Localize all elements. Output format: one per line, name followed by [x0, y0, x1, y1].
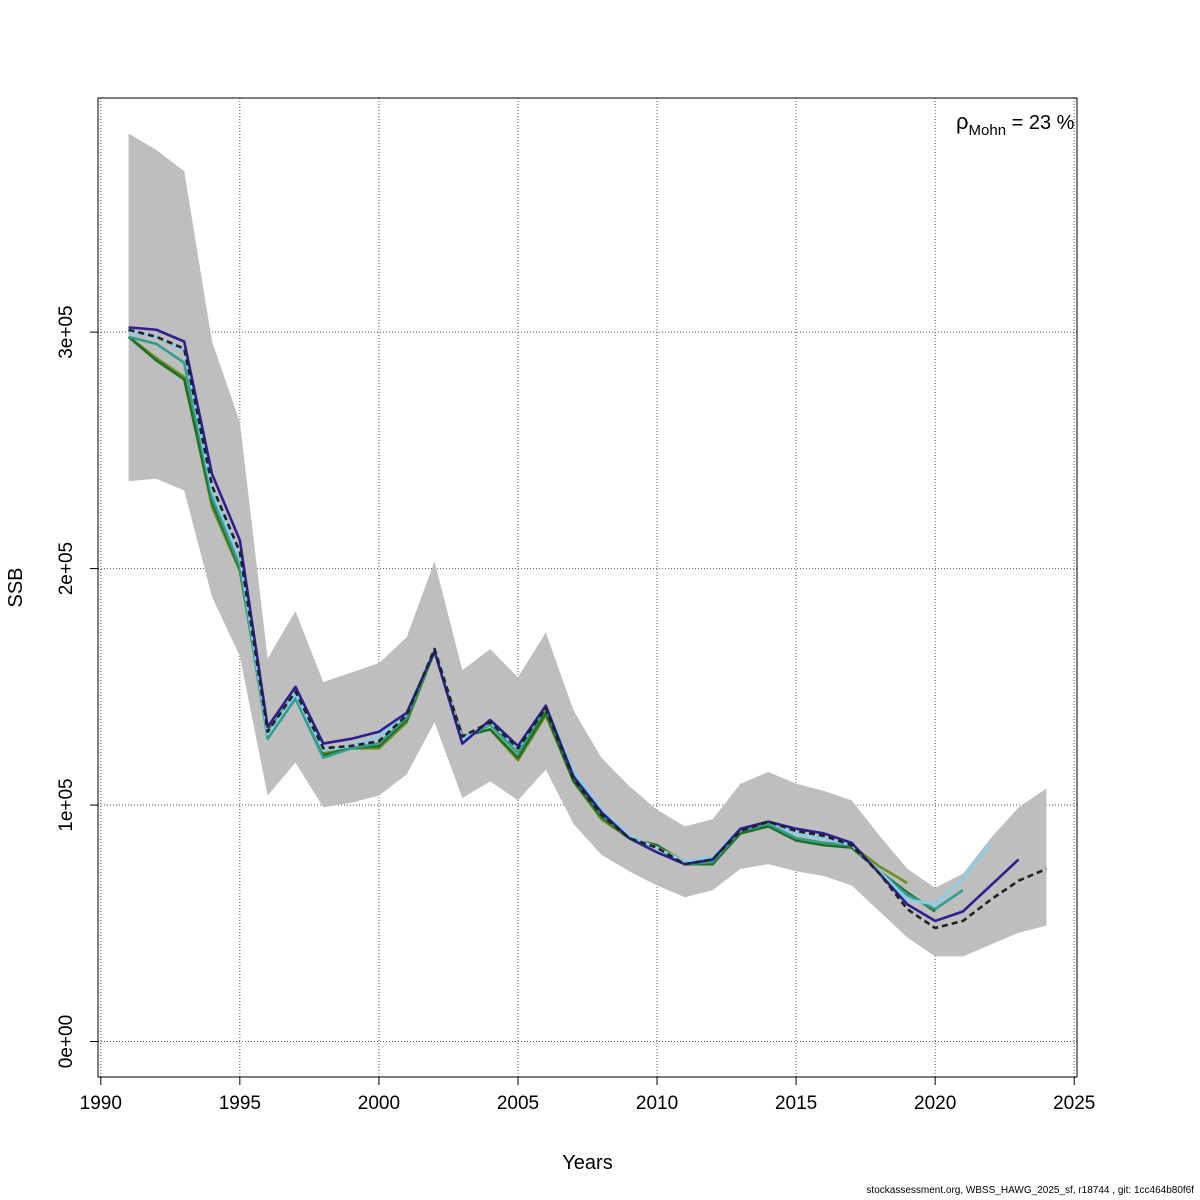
- y-tick-label: 3e+05: [56, 305, 77, 358]
- y-axis-title: SSB: [5, 567, 27, 607]
- x-axis: 1990 1995 2000 2005 2010 2015 2020 2025: [80, 1076, 1095, 1114]
- rho-subscript: Mohn: [969, 122, 1007, 139]
- x-tick-label: 1995: [219, 1093, 261, 1114]
- confidence-band: [128, 133, 1047, 957]
- x-tick-label: 1990: [80, 1093, 122, 1114]
- y-axis: 0e+00 1e+05 2e+05 3e+05: [56, 305, 99, 1068]
- y-tick-label: 0e+00: [56, 1015, 77, 1068]
- x-tick-label: 2020: [914, 1093, 956, 1114]
- x-tick-label: 2000: [358, 1093, 400, 1114]
- confidence-band-group: [128, 133, 1047, 957]
- rho-symbol: ρ: [956, 109, 969, 134]
- x-tick-label: 2005: [497, 1093, 539, 1114]
- mohn-rho-annotation: ρMohn = 23 %: [956, 109, 1075, 139]
- rho-value: = 23 %: [1006, 112, 1075, 134]
- x-tick-label: 2010: [636, 1093, 678, 1114]
- x-tick-label: 2015: [775, 1093, 817, 1114]
- x-tick-label: 2025: [1053, 1093, 1095, 1114]
- x-axis-title: Years: [562, 1152, 612, 1174]
- series-lines-group: [127, 326, 1047, 930]
- y-tick-label: 1e+05: [56, 778, 77, 831]
- y-tick-label: 2e+05: [56, 542, 77, 595]
- footer-credit: stockassessment.org, WBSS_HAWG_2025_sf, …: [866, 1185, 1194, 1196]
